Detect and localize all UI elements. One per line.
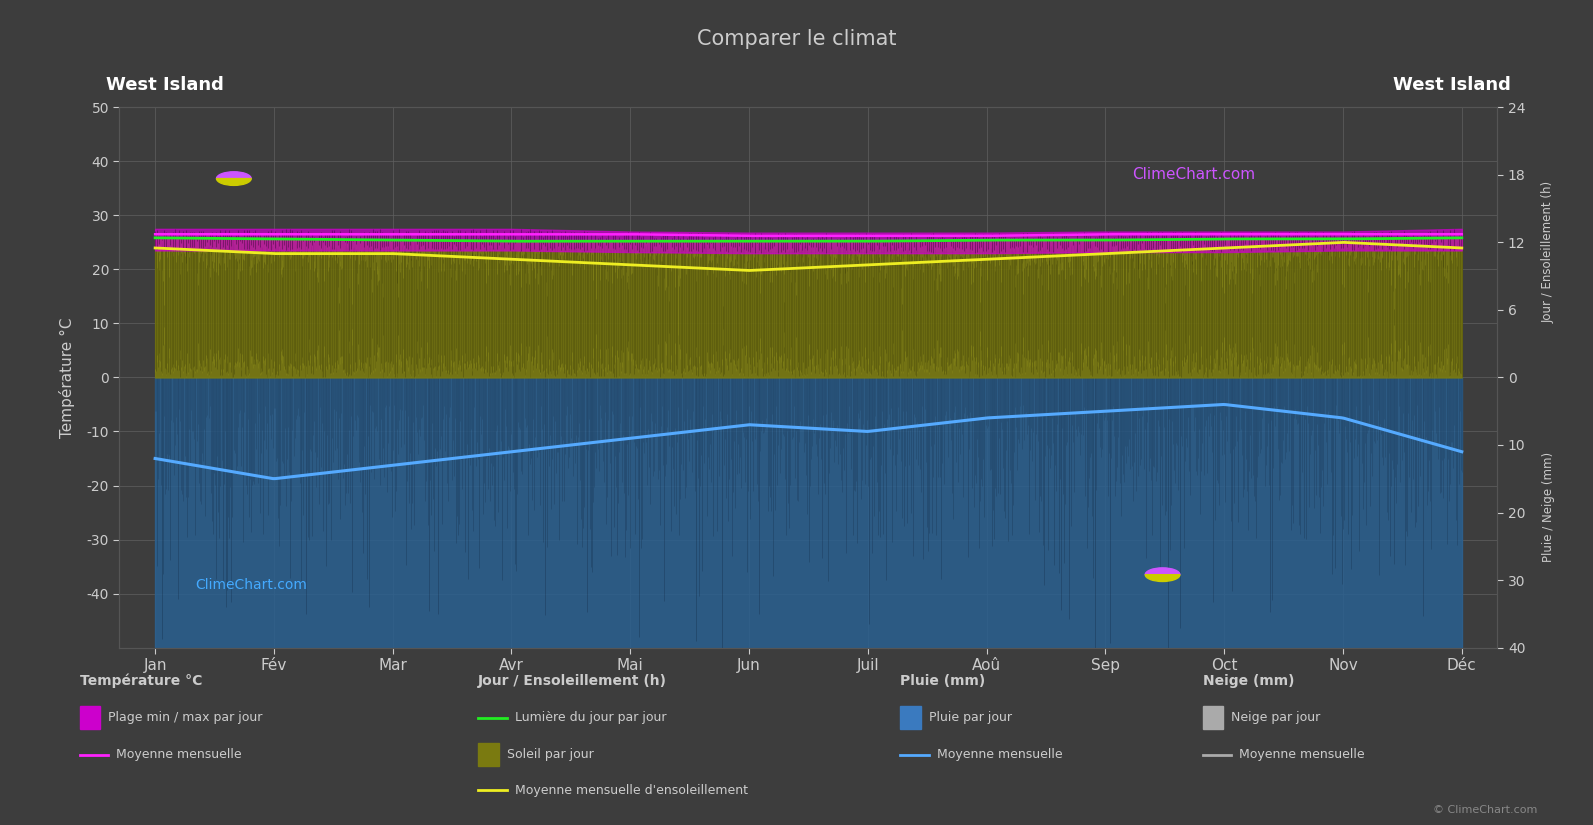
Text: Lumière du jour par jour: Lumière du jour par jour [515, 711, 666, 724]
Text: West Island: West Island [105, 76, 223, 94]
Text: Moyenne mensuelle d'ensoleillement: Moyenne mensuelle d'ensoleillement [515, 784, 747, 797]
Text: West Island: West Island [1394, 76, 1512, 94]
Text: Soleil par jour: Soleil par jour [507, 748, 593, 761]
Text: Pluie (mm): Pluie (mm) [900, 674, 986, 687]
Wedge shape [1145, 568, 1180, 575]
Text: Neige par jour: Neige par jour [1231, 711, 1321, 724]
Text: Jour / Ensoleillement (h): Jour / Ensoleillement (h) [478, 674, 667, 687]
Text: © ClimeChart.com: © ClimeChart.com [1432, 804, 1537, 814]
Text: Température °C: Température °C [80, 673, 202, 688]
Text: Moyenne mensuelle: Moyenne mensuelle [1239, 748, 1365, 761]
Text: Moyenne mensuelle: Moyenne mensuelle [937, 748, 1063, 761]
Text: ClimeChart.com: ClimeChart.com [1133, 167, 1255, 182]
Wedge shape [217, 172, 252, 178]
Text: Moyenne mensuelle: Moyenne mensuelle [116, 748, 242, 761]
Text: Jour / Ensoleillement (h): Jour / Ensoleillement (h) [1542, 181, 1555, 323]
Text: Pluie / Neige (mm): Pluie / Neige (mm) [1542, 452, 1555, 563]
Text: Pluie par jour: Pluie par jour [929, 711, 1012, 724]
Text: Neige (mm): Neige (mm) [1203, 674, 1294, 687]
Y-axis label: Température °C: Température °C [59, 317, 75, 438]
Wedge shape [217, 178, 252, 186]
Text: Plage min / max par jour: Plage min / max par jour [108, 711, 263, 724]
Wedge shape [1145, 575, 1180, 582]
Text: Comparer le climat: Comparer le climat [696, 29, 897, 49]
Text: ClimeChart.com: ClimeChart.com [196, 578, 307, 592]
